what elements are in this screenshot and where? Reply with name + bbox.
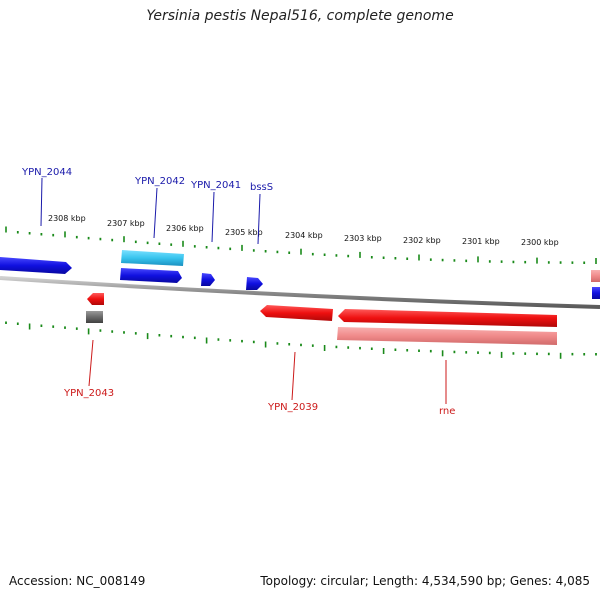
gene-label-bsss[interactable]: bssS	[250, 182, 273, 193]
gene-arrow-ypn2042[interactable]	[120, 268, 182, 283]
cds-bar-ypn2042[interactable]	[121, 250, 184, 266]
accession-text: Accession: NC_008149	[9, 574, 146, 588]
cds-bar-rne[interactable]	[337, 327, 557, 345]
gene-label-rne[interactable]: rne	[439, 406, 455, 417]
leader-ypn2039	[291, 351, 296, 401]
tick-label: 2301 kbp	[462, 237, 500, 246]
gene-arrow-ypn2043[interactable]	[87, 293, 104, 305]
leader-ypn2044	[40, 177, 43, 227]
tick-label: 2308 kbp	[48, 214, 86, 223]
gene-label-ypn2044[interactable]: YPN_2044	[21, 167, 72, 178]
leader-ypn2043	[88, 339, 94, 387]
outer-tick-row	[5, 226, 597, 264]
leader-bsss	[257, 193, 261, 245]
tick-label: 2306 kbp	[166, 224, 204, 233]
tick-label: 2303 kbp	[344, 234, 382, 243]
gene-arrow-edge-right[interactable]	[592, 287, 600, 299]
gene-arrow-ypn2041[interactable]	[201, 273, 215, 286]
gene-arrow-rne[interactable]	[338, 309, 557, 327]
leader-ypn2041	[211, 191, 215, 243]
gene-labels: YPN_2044 YPN_2042 YPN_2041 bssS YPN_2043…	[21, 167, 455, 417]
gene-arrow-ypn2039[interactable]	[260, 305, 333, 321]
leader-ypn2042	[153, 187, 158, 239]
tick-label: 2300 kbp	[521, 238, 559, 247]
label-leaders	[40, 177, 447, 404]
genome-backbone	[0, 276, 600, 309]
feature-bar-ypn2043[interactable]	[86, 311, 103, 323]
cds-bar-edge-right[interactable]	[591, 270, 600, 282]
gene-label-ypn2041[interactable]: YPN_2041	[190, 180, 241, 191]
reverse-strand-features	[86, 293, 557, 345]
gene-arrow-bsss[interactable]	[246, 277, 263, 290]
inner-tick-row	[5, 321, 597, 359]
map-title: Yersinia pestis Nepal516, complete genom…	[146, 8, 454, 24]
tick-label: 2304 kbp	[285, 231, 323, 240]
tick-label: 2305 kbp	[225, 228, 263, 237]
tick-label: 2302 kbp	[403, 236, 441, 245]
tick-label: 2307 kbp	[107, 219, 145, 228]
gene-label-ypn2039[interactable]: YPN_2039	[267, 402, 318, 413]
gene-label-ypn2042[interactable]: YPN_2042	[134, 176, 185, 187]
scale-labels: 2308 kbp 2307 kbp 2306 kbp 2305 kbp 2304…	[48, 214, 559, 247]
forward-strand-features	[0, 250, 600, 299]
genome-summary-text: Topology: circular; Length: 4,534,590 bp…	[260, 574, 590, 588]
gene-label-ypn2043[interactable]: YPN_2043	[63, 388, 114, 399]
gene-arrow-ypn2044[interactable]	[0, 257, 72, 274]
